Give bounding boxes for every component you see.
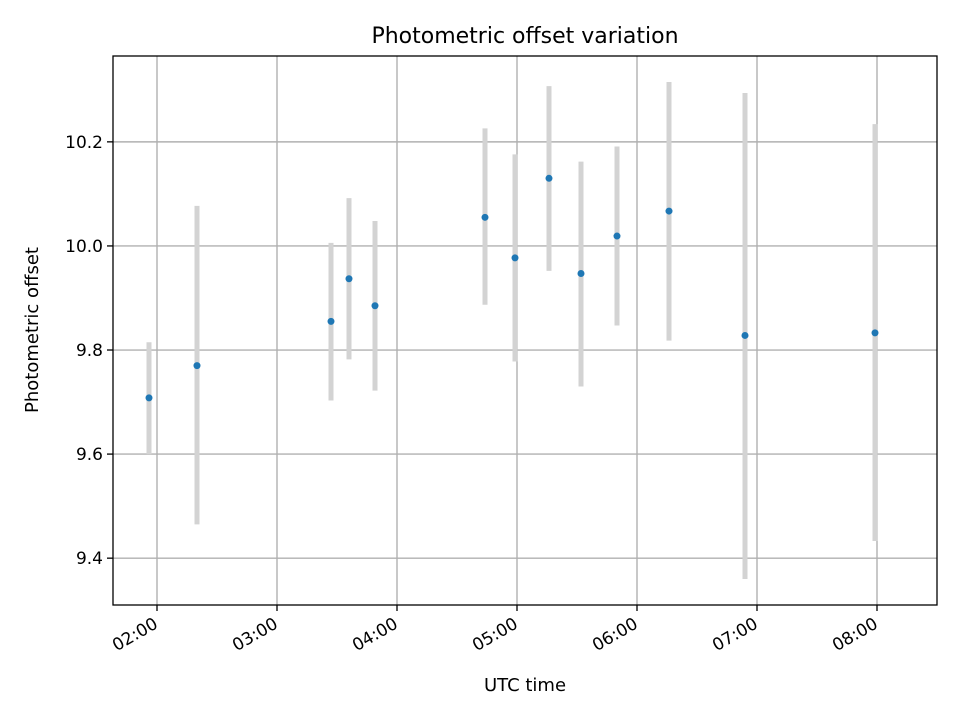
data-points bbox=[145, 174, 879, 402]
data-point bbox=[511, 254, 519, 262]
y-tick-label: 9.6 bbox=[76, 445, 103, 465]
data-point bbox=[327, 317, 335, 325]
data-point bbox=[871, 329, 879, 337]
x-tick-label: 05:00 bbox=[469, 614, 521, 656]
data-point bbox=[371, 302, 379, 310]
x-tick-label: 02:00 bbox=[109, 614, 161, 656]
x-tick-label: 08:00 bbox=[829, 614, 881, 656]
x-tick-label: 07:00 bbox=[709, 614, 761, 656]
y-axis-ticks: 9.4 9.6 9.8 10.0 10.2 bbox=[65, 133, 113, 569]
x-axis-label: UTC time bbox=[484, 675, 566, 696]
x-axis-ticks: 02:00 03:00 04:00 05:00 06:00 07:00 08:00 bbox=[109, 605, 882, 656]
data-point bbox=[665, 207, 673, 215]
data-point bbox=[613, 232, 621, 240]
data-point bbox=[481, 213, 489, 221]
data-point bbox=[345, 275, 353, 283]
data-point bbox=[741, 331, 749, 339]
plot-frame bbox=[112, 55, 938, 606]
y-tick-label: 10.2 bbox=[65, 133, 103, 153]
chart-title: Photometric offset variation bbox=[371, 24, 678, 49]
data-point bbox=[577, 270, 585, 278]
grid bbox=[113, 56, 937, 605]
y-tick-label: 9.8 bbox=[76, 341, 103, 361]
data-point bbox=[145, 394, 153, 402]
y-axis-label: Photometric offset bbox=[22, 247, 43, 413]
error-bars bbox=[146, 82, 878, 579]
x-tick-label: 03:00 bbox=[229, 614, 281, 656]
data-point bbox=[545, 174, 553, 182]
x-tick-label: 04:00 bbox=[349, 614, 401, 656]
data-point bbox=[193, 362, 201, 370]
y-tick-label: 9.4 bbox=[76, 549, 103, 569]
y-tick-label: 10.0 bbox=[65, 237, 103, 257]
x-tick-label: 06:00 bbox=[589, 614, 641, 656]
